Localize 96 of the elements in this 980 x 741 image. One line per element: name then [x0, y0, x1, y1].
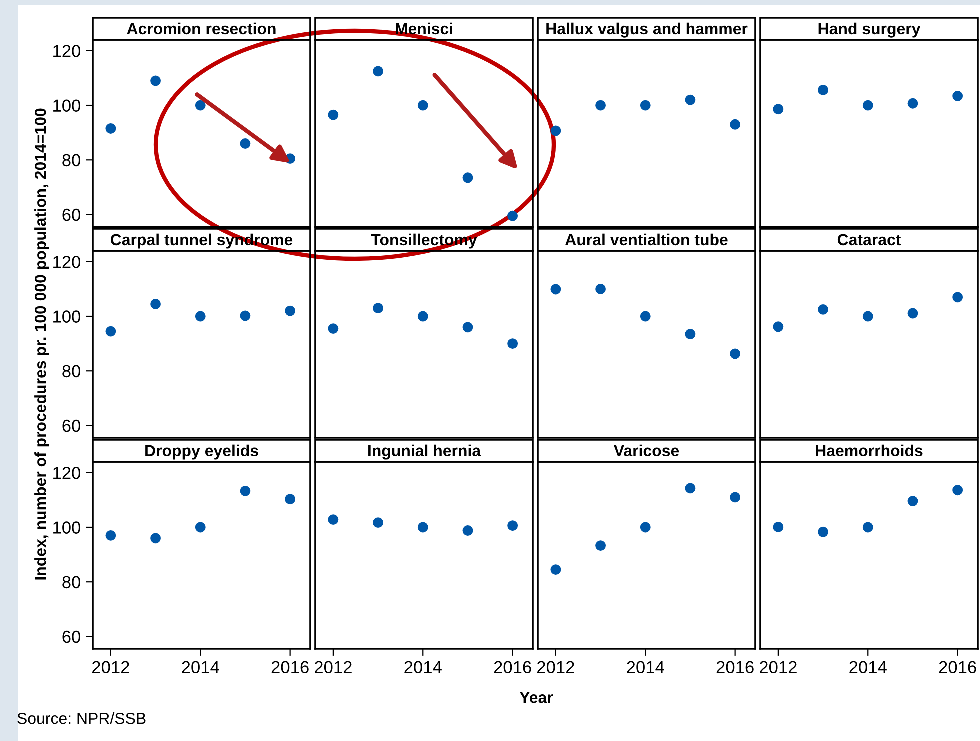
x-tick-label: 2012 — [538, 661, 574, 674]
source-note: Source: NPR/SSB — [18, 712, 146, 724]
point — [862, 522, 874, 533]
point — [418, 100, 428, 111]
y-tick-label: 100 — [54, 100, 81, 112]
point — [106, 124, 116, 134]
y-tick-label: 80 — [62, 154, 81, 167]
y-tick-label: 80 — [62, 576, 81, 589]
y-tick-label: 100 — [54, 310, 81, 323]
x-tick-label: 2016 — [494, 661, 532, 674]
point — [550, 284, 562, 295]
y-tick-label: 120 — [54, 45, 81, 58]
point — [773, 322, 784, 332]
point — [550, 564, 562, 576]
point — [640, 522, 651, 533]
point — [640, 311, 651, 322]
point — [195, 522, 206, 533]
chart-title: Ingunial hernia — [368, 444, 482, 460]
point — [462, 172, 474, 184]
x-tick-label: 2014 — [627, 661, 664, 674]
chart-title: Hand surgery — [818, 22, 921, 38]
point — [328, 324, 339, 334]
chart-title: Acromion resection — [127, 22, 276, 35]
point — [862, 311, 874, 322]
x-tick-label: 2016 — [939, 661, 976, 674]
x-tick-label: 2016 — [272, 661, 309, 674]
chart-title: Varicose — [614, 444, 680, 457]
point — [240, 138, 251, 149]
point — [862, 100, 874, 111]
point — [818, 85, 828, 96]
point — [952, 485, 964, 496]
point — [952, 91, 964, 102]
y-axis-title: Index, number of procedures pr. 100 000 population, 2014=100 — [34, 108, 50, 580]
x-tick-label: 2012 — [760, 661, 797, 674]
point — [508, 210, 518, 222]
point — [818, 304, 828, 315]
chart-title: Droppy eyelids — [146, 444, 258, 460]
point — [773, 522, 784, 532]
point — [640, 100, 651, 111]
point — [550, 126, 562, 136]
x-tick-label: 2012 — [315, 661, 352, 674]
point — [328, 514, 339, 526]
point — [328, 110, 339, 120]
point — [106, 326, 116, 337]
x-axis-title: Year — [520, 692, 554, 704]
point — [596, 284, 606, 294]
x-tick-label: 2014 — [182, 661, 220, 674]
point — [240, 486, 251, 496]
point — [373, 66, 384, 77]
point — [596, 540, 606, 551]
y-tick-label: 60 — [62, 420, 81, 432]
point — [106, 530, 116, 541]
point — [418, 522, 428, 533]
y-tick-label: 80 — [62, 365, 81, 378]
chart-title: Haemorrhoids — [816, 444, 923, 457]
point — [908, 496, 918, 506]
point — [462, 322, 474, 333]
point — [418, 311, 428, 322]
point — [462, 526, 474, 536]
point — [150, 533, 161, 544]
x-tick-label: 2014 — [404, 661, 442, 674]
x-tick-label: 2014 — [850, 661, 887, 674]
point — [195, 311, 206, 322]
point — [508, 520, 518, 532]
point — [818, 526, 828, 538]
y-tick-label: 100 — [54, 522, 81, 534]
point — [285, 306, 296, 316]
point — [730, 492, 741, 503]
point — [373, 518, 384, 528]
point — [195, 100, 206, 111]
point — [285, 494, 296, 505]
chart-title: Cataract — [838, 234, 902, 246]
point — [908, 308, 918, 319]
point — [685, 329, 696, 340]
point — [240, 310, 251, 322]
point — [685, 94, 696, 106]
point — [150, 299, 161, 310]
chart-title: Menisci — [396, 22, 452, 35]
point — [908, 98, 918, 109]
point — [952, 292, 964, 303]
point — [596, 100, 606, 111]
point — [730, 119, 741, 130]
point — [150, 76, 161, 86]
y-tick-label: 60 — [62, 208, 81, 222]
point — [373, 303, 384, 314]
y-tick-label: 60 — [62, 630, 81, 644]
chart-title: Aural ventialtion tube — [566, 234, 728, 246]
point — [730, 348, 741, 360]
point — [685, 483, 696, 494]
chart-title: Hallux valgus and hammer — [546, 22, 748, 38]
y-tick-label: 120 — [54, 467, 81, 480]
y-tick-label: 120 — [54, 256, 81, 268]
x-tick-label: 2016 — [716, 661, 754, 674]
point — [508, 338, 518, 350]
x-tick-label: 2012 — [92, 661, 130, 674]
point — [773, 104, 784, 115]
